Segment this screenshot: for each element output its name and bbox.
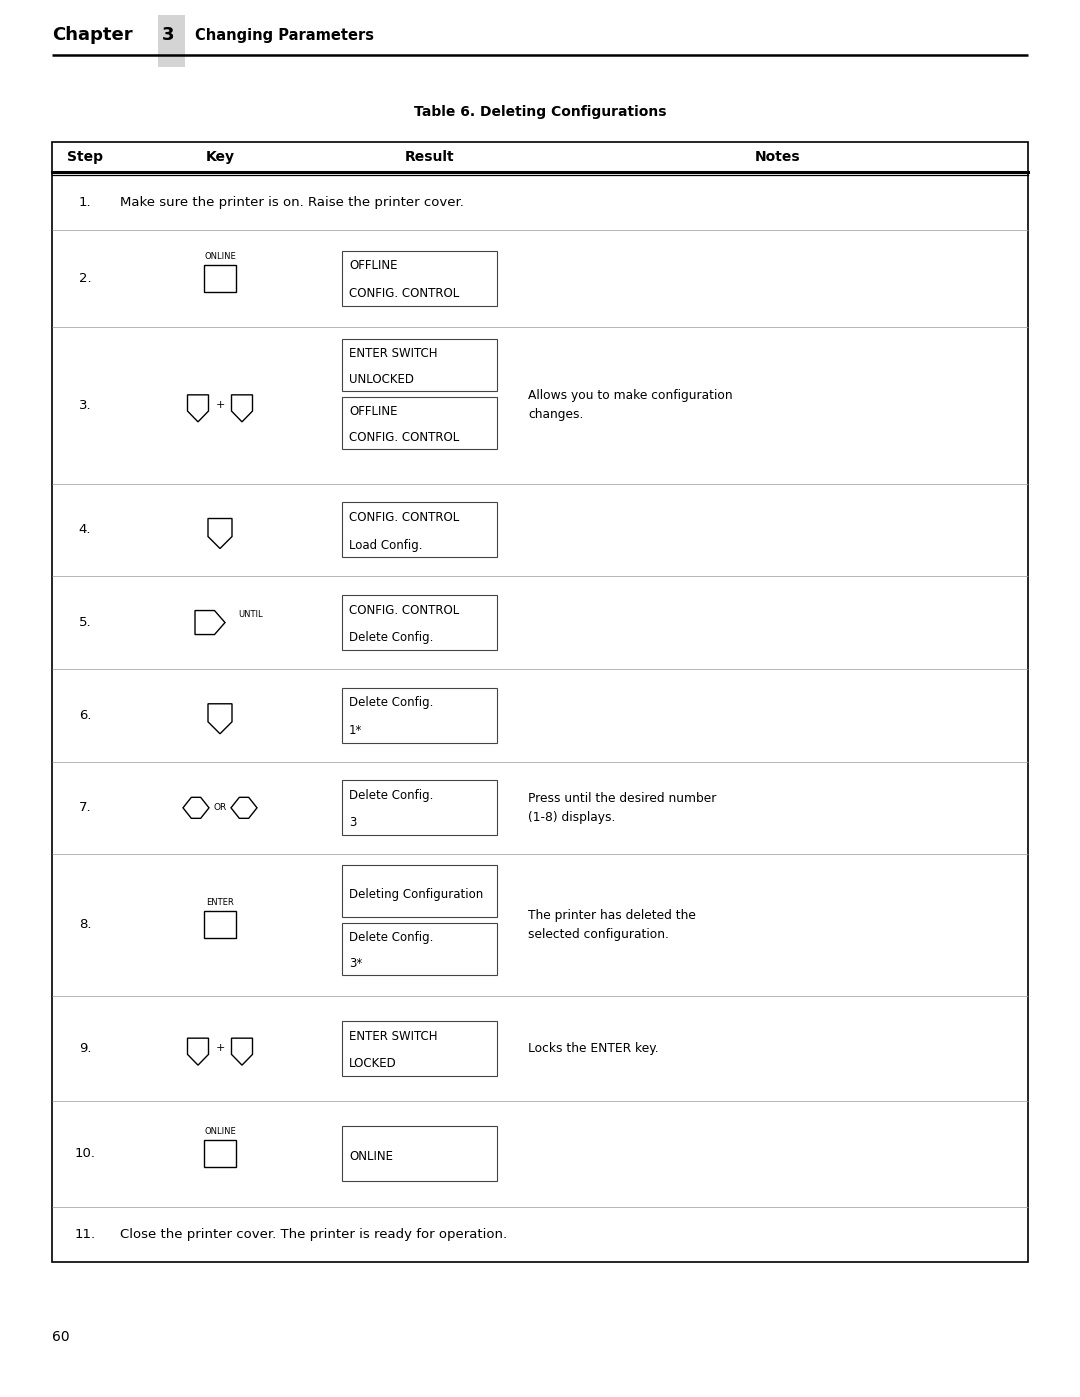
Text: ONLINE: ONLINE — [349, 1150, 393, 1164]
Text: 7.: 7. — [79, 802, 92, 814]
Bar — [158, 15, 185, 67]
Text: Delete Config.: Delete Config. — [349, 932, 433, 944]
Bar — [342, 1126, 497, 1182]
Text: Press until the desired number: Press until the desired number — [528, 792, 716, 805]
Text: Deleting Configuration: Deleting Configuration — [349, 887, 483, 901]
Text: CONFIG. CONTROL: CONFIG. CONTROL — [349, 286, 459, 300]
Text: Delete Config.: Delete Config. — [349, 789, 433, 802]
Text: 3: 3 — [349, 816, 356, 830]
Bar — [342, 595, 497, 650]
Text: UNLOCKED: UNLOCKED — [349, 373, 414, 386]
Text: Load Config.: Load Config. — [349, 538, 422, 552]
Polygon shape — [183, 798, 210, 819]
Polygon shape — [231, 798, 257, 819]
Text: 1.: 1. — [79, 196, 92, 210]
Text: selected configuration.: selected configuration. — [528, 928, 669, 940]
Text: LOCKED: LOCKED — [349, 1058, 396, 1070]
Text: Allows you to make configuration: Allows you to make configuration — [528, 390, 732, 402]
Text: Step: Step — [67, 149, 103, 163]
Text: Close the printer cover. The printer is ready for operation.: Close the printer cover. The printer is … — [120, 1228, 508, 1241]
Text: OR: OR — [214, 803, 227, 812]
Text: Chapter: Chapter — [52, 27, 133, 43]
Text: The printer has deleted the: The printer has deleted the — [528, 909, 696, 922]
Text: Result: Result — [405, 149, 455, 163]
Bar — [342, 923, 497, 975]
Text: 3*: 3* — [349, 957, 362, 971]
Bar — [204, 1140, 237, 1168]
Text: 3: 3 — [162, 27, 174, 43]
Polygon shape — [231, 1038, 253, 1065]
Text: OFFLINE: OFFLINE — [349, 260, 397, 272]
Bar — [52, 142, 1028, 1261]
Text: Delete Config.: Delete Config. — [349, 696, 433, 710]
Polygon shape — [208, 518, 232, 549]
Bar — [342, 866, 497, 918]
Bar — [204, 265, 237, 292]
Text: Key: Key — [205, 149, 234, 163]
Text: 4.: 4. — [79, 524, 91, 536]
Text: 5.: 5. — [79, 616, 92, 629]
Text: 9.: 9. — [79, 1042, 91, 1055]
Bar — [342, 781, 497, 835]
Text: 6.: 6. — [79, 708, 91, 722]
Bar — [204, 911, 237, 939]
Text: CONFIG. CONTROL: CONFIG. CONTROL — [349, 511, 459, 524]
Bar — [342, 1021, 497, 1076]
Text: OFFLINE: OFFLINE — [349, 405, 397, 418]
Text: ENTER: ENTER — [206, 898, 234, 908]
Text: 11.: 11. — [75, 1228, 95, 1241]
Text: Make sure the printer is on. Raise the printer cover.: Make sure the printer is on. Raise the p… — [120, 196, 464, 210]
Text: ONLINE: ONLINE — [204, 1127, 235, 1136]
Text: UNTIL: UNTIL — [238, 609, 262, 619]
Text: 10.: 10. — [75, 1147, 95, 1161]
Bar — [342, 339, 497, 391]
Bar — [342, 251, 497, 306]
Text: (1-8) displays.: (1-8) displays. — [528, 810, 616, 824]
Text: 1*: 1* — [349, 724, 363, 736]
Text: Delete Config.: Delete Config. — [349, 631, 433, 644]
Text: +: + — [215, 1044, 225, 1053]
Text: Table 6. Deleting Configurations: Table 6. Deleting Configurations — [414, 105, 666, 119]
Text: Changing Parameters: Changing Parameters — [195, 28, 374, 42]
Polygon shape — [188, 395, 208, 422]
Text: Locks the ENTER key.: Locks the ENTER key. — [528, 1042, 659, 1055]
Polygon shape — [231, 395, 253, 422]
Bar — [342, 687, 497, 743]
Text: 2.: 2. — [79, 272, 92, 285]
Polygon shape — [188, 1038, 208, 1065]
Text: 3.: 3. — [79, 398, 92, 412]
Text: ONLINE: ONLINE — [204, 251, 235, 261]
Bar — [342, 397, 497, 450]
Text: CONFIG. CONTROL: CONFIG. CONTROL — [349, 604, 459, 616]
Text: CONFIG. CONTROL: CONFIG. CONTROL — [349, 432, 459, 444]
Text: Notes: Notes — [755, 149, 800, 163]
Text: +: + — [215, 400, 225, 411]
Text: 8.: 8. — [79, 918, 91, 932]
Text: changes.: changes. — [528, 408, 583, 420]
Text: ENTER SWITCH: ENTER SWITCH — [349, 346, 437, 360]
Bar — [342, 503, 497, 557]
Text: 60: 60 — [52, 1330, 69, 1344]
Polygon shape — [195, 610, 225, 634]
Text: ENTER SWITCH: ENTER SWITCH — [349, 1030, 437, 1042]
Polygon shape — [208, 704, 232, 733]
